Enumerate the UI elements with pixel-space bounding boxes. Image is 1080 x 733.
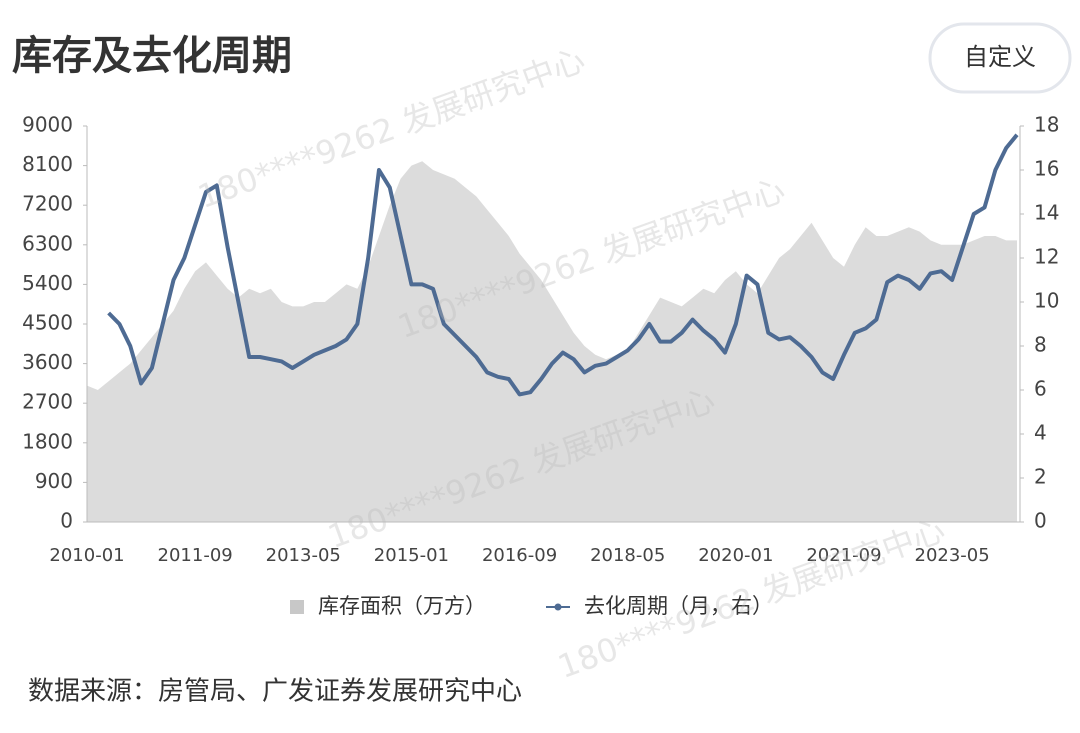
x-tick-label: 2021-09 [806,545,881,566]
x-tick-label: 2010-01 [49,545,124,566]
y2-tick-label: 4 [1034,421,1047,445]
chart-title: 库存及去化周期 [12,33,292,79]
legend-swatch [290,600,304,614]
y2-tick-label: 2 [1034,465,1047,489]
y2-tick-label: 12 [1034,245,1059,269]
button[interactable] [928,22,1072,94]
y2-tick-label: 8 [1034,333,1047,357]
x-tick-label: 2013-05 [266,545,341,566]
x-tick-label: 2011-09 [158,545,233,566]
x-tick-label: 2015-01 [374,545,449,566]
y-tick-label: 4500 [22,311,73,335]
legend-swatch [554,603,562,611]
y-tick-label: 6300 [22,231,73,255]
button-label[interactable]: 自定义 [964,43,1036,71]
y-tick-label: 8100 [22,152,73,176]
x-tick-label: 2018-05 [590,545,665,566]
legend-label: 库存面积（万方） [318,594,486,618]
y2-tick-label: 10 [1034,289,1059,313]
y2-tick-label: 14 [1034,201,1059,225]
y-tick-label: 7200 [22,192,73,216]
y-tick-label: 5400 [22,271,73,295]
x-tick-label: 2020-01 [698,545,773,566]
y-tick-label: 0 [60,509,73,533]
y-tick-label: 3600 [22,350,73,374]
y2-tick-label: 6 [1034,377,1047,401]
y-tick-label: 1800 [22,429,73,453]
x-tick-label: 2023-05 [915,545,990,566]
line [107,133,1019,397]
legend-label: 去化周期（月，右） [584,594,773,618]
source: 数据来源：房管局、广发证券发展研究中心 [28,677,522,707]
y-tick-label: 9000 [22,113,73,137]
y2-tick-label: 0 [1034,509,1047,533]
y2-tick-label: 18 [1034,113,1059,137]
x-tick-label: 2016-09 [482,545,557,566]
y-tick-label: 2700 [22,390,73,414]
area [87,161,1017,522]
y-tick-label: 900 [35,469,73,493]
y2-tick-label: 16 [1034,157,1059,181]
